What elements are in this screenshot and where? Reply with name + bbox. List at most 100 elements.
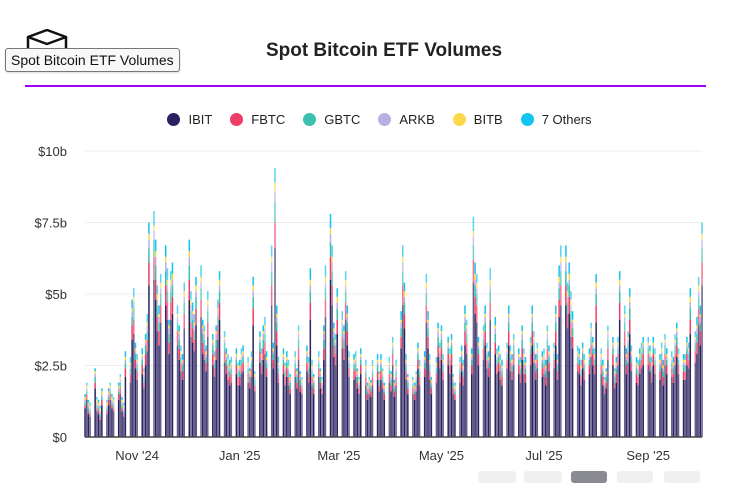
bar-segment-bitb <box>376 359 379 363</box>
bar-segment-fbtc <box>435 374 438 383</box>
bar-segment-7-others <box>652 336 655 343</box>
bar-segment-bitb <box>623 314 626 317</box>
bar-segment-gbtc <box>358 385 360 389</box>
legend-item-fbtc[interactable]: FBTC <box>230 112 285 127</box>
bar-segment-gbtc <box>217 316 219 326</box>
bar-segment-arkb <box>307 365 310 369</box>
bar-segment-arkb <box>207 305 209 312</box>
bar-segment-gbtc <box>203 339 206 349</box>
bar-segment-ibit <box>519 382 522 437</box>
bar-segment-7-others <box>560 245 562 257</box>
legend-item-others[interactable]: 7 Others <box>520 112 592 127</box>
range-button[interactable] <box>617 471 653 483</box>
bar-segment-7-others <box>107 388 110 392</box>
bar-segment-7-others <box>262 325 265 332</box>
bar-segment-bitb <box>639 354 641 357</box>
bar-segment-bitb <box>440 331 443 335</box>
bar-segment-arkb <box>556 362 559 366</box>
bar-segment-7-others <box>413 382 416 386</box>
bar-segment-fbtc <box>170 302 172 320</box>
bar-segment-gbtc <box>272 354 275 360</box>
bar-segment-7-others <box>701 222 703 234</box>
bar-segment-arkb <box>85 388 88 392</box>
bar-segment-ibit <box>578 374 581 437</box>
bar-segment-bitb <box>112 399 115 403</box>
bar-segment-arkb <box>365 368 367 372</box>
bar-segment-ibit <box>623 345 626 437</box>
legend-item-ibit[interactable]: IBIT <box>167 112 212 127</box>
bar-segment-arkb <box>287 368 290 372</box>
bar-segment-bitb <box>629 296 631 303</box>
bar-segment-arkb <box>454 388 456 392</box>
bar-segment-bitb <box>612 342 614 346</box>
bar-segment-bitb <box>380 359 382 363</box>
bar-segment-bitb <box>428 359 431 363</box>
bar-segment-fbtc <box>580 376 582 386</box>
bar-segment-fbtc <box>201 342 204 355</box>
bar-segment-ibit <box>134 368 137 437</box>
bar-segment-bitb <box>617 342 619 346</box>
bar-segment-ibit <box>370 396 372 437</box>
bar-segment-bitb <box>366 385 369 389</box>
bar-segment-arkb <box>336 302 338 309</box>
bar-segment-bitb <box>565 256 567 263</box>
legend-item-bitb[interactable]: BITB <box>452 112 503 127</box>
bar-segment-ibit <box>270 305 273 437</box>
bar-segment-arkb <box>225 356 228 360</box>
bar-segment-7-others <box>684 354 686 360</box>
bar-segment-gbtc <box>699 322 702 332</box>
bar-segment-ibit <box>334 365 337 437</box>
bar-segment-arkb <box>618 285 621 292</box>
bar-segment-fbtc <box>689 319 692 335</box>
bar-segment-bitb <box>682 359 685 363</box>
bar-segment-7-others <box>476 273 478 283</box>
legend-item-gbtc[interactable]: GBTC <box>303 112 360 127</box>
bar-segment-fbtc <box>447 354 449 366</box>
bar-segment-gbtc <box>435 368 438 375</box>
bar-segment-ibit <box>250 376 253 437</box>
bar-segment-7-others <box>523 348 525 355</box>
range-button[interactable] <box>571 471 607 483</box>
bar-segment-fbtc <box>225 365 228 375</box>
bar-segment-bitb <box>518 354 520 357</box>
bar-segment-7-others <box>333 322 335 329</box>
bar-segment-fbtc <box>627 351 629 363</box>
bar-segment-ibit <box>686 365 688 437</box>
bar-segment-fbtc <box>531 331 533 346</box>
range-button[interactable] <box>524 471 562 483</box>
bar-segment-ibit <box>238 385 241 437</box>
bar-segment-arkb <box>193 325 196 332</box>
bar-segment-arkb <box>600 356 602 360</box>
range-button[interactable] <box>664 471 700 483</box>
bar-segment-7-others <box>180 345 182 352</box>
bar-segment-ibit <box>131 339 133 437</box>
bar-segment-7-others <box>121 396 123 400</box>
bar-segment-gbtc <box>593 359 596 366</box>
bar-segment-fbtc <box>129 374 132 383</box>
bar-segment-7-others <box>286 351 288 357</box>
bar-segment-fbtc <box>158 331 160 346</box>
range-button[interactable] <box>478 471 516 483</box>
bar-segment-arkb <box>87 405 90 409</box>
bar-segment-7-others <box>415 371 417 375</box>
legend-item-arkb[interactable]: ARKB <box>378 112 435 127</box>
bar-segment-7-others <box>694 331 697 337</box>
bar-segment-gbtc <box>200 288 202 300</box>
bar-segment-gbtc <box>319 376 322 383</box>
bar-segment-fbtc <box>407 388 409 395</box>
chart-title: Spot Bitcoin ETF Volumes <box>265 40 503 61</box>
legend-label: ARKB <box>399 112 435 127</box>
bar-segment-gbtc <box>687 354 690 360</box>
bar-segment-gbtc <box>158 322 160 332</box>
bar-segment-arkb <box>415 376 417 380</box>
bar-segment-gbtc <box>334 345 337 355</box>
bar-segment-gbtc <box>402 271 404 286</box>
bar-segment-bitb <box>576 351 579 355</box>
bar-segment-ibit <box>629 334 631 437</box>
bar-segment-bitb <box>603 379 606 383</box>
bar-segment-gbtc <box>544 371 547 377</box>
bar-segment-fbtc <box>603 388 606 395</box>
bar-segment-gbtc <box>602 371 604 377</box>
bar-segment-fbtc <box>581 359 584 369</box>
bar-segment-gbtc <box>509 356 512 363</box>
